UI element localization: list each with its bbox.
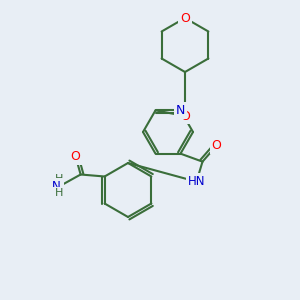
Text: O: O (180, 11, 190, 25)
Text: N: N (176, 104, 185, 117)
Text: O: O (212, 139, 221, 152)
Text: H: H (54, 175, 63, 184)
Text: O: O (180, 110, 190, 122)
Text: HN: HN (188, 175, 205, 188)
Text: O: O (71, 150, 81, 163)
Text: N: N (52, 180, 61, 193)
Text: H: H (54, 188, 63, 199)
